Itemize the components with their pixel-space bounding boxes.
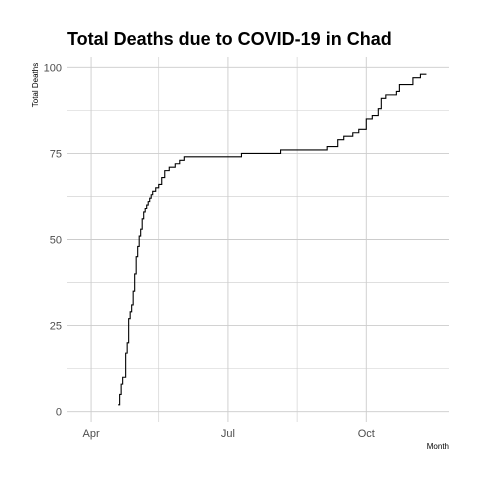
x-tick-label: Oct [358,428,375,440]
y-axis-ticks: 0 25 50 75 100 [44,62,62,418]
x-tick-label: Apr [83,428,100,440]
y-tick-label: 50 [50,235,62,247]
y-tick-label: 25 [50,321,62,333]
series-line [118,73,427,406]
y-tick-label: 75 [50,148,62,160]
y-axis-label: Total Deaths [31,63,40,107]
x-axis-label: Month [427,442,449,451]
grid-lines [67,57,449,422]
y-tick-label: 0 [56,407,62,419]
y-tick-label: 100 [44,62,62,74]
x-axis-ticks: Apr Jul Oct [83,428,375,440]
series-group [118,73,427,406]
chart-title: Total Deaths due to COVID-19 in Chad [67,29,392,49]
x-tick-label: Jul [221,428,235,440]
